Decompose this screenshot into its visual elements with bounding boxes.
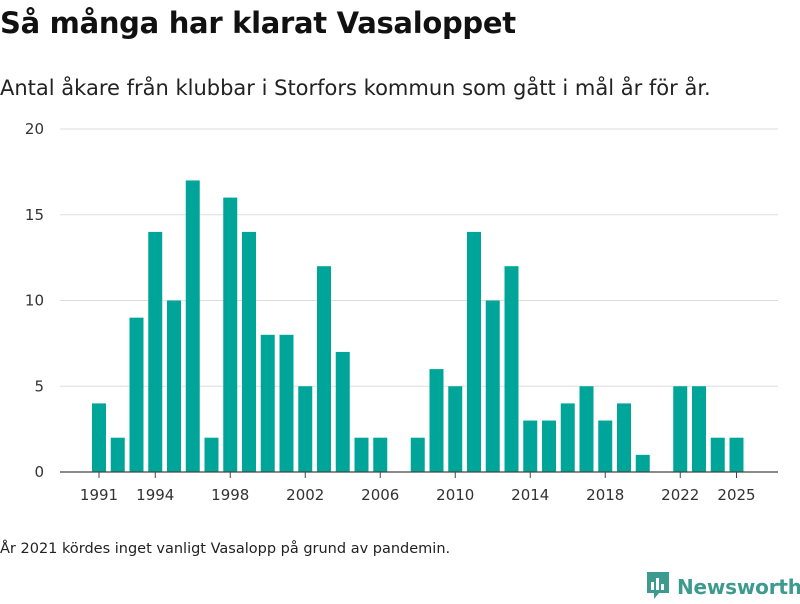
bar-1999[interactable] [242, 231, 256, 472]
chart-subtitle: Antal åkare från klubbar i Storfors komm… [0, 76, 711, 100]
y-tick-label: 5 [34, 377, 44, 395]
bar-2001[interactable] [279, 334, 294, 472]
y-tick-label: 20 [25, 120, 44, 138]
x-tick-label: 2002 [286, 486, 324, 504]
bar-2005[interactable] [354, 437, 369, 472]
bar-2003[interactable] [317, 266, 331, 472]
bar-2018[interactable] [598, 420, 613, 472]
bar-2008[interactable] [410, 437, 425, 472]
bar-2002[interactable] [298, 386, 313, 472]
bars [92, 180, 744, 472]
x-tick-label: 2018 [586, 486, 624, 504]
bar-2017[interactable] [579, 386, 594, 472]
bar-2006[interactable] [373, 437, 388, 472]
footnote: År 2021 kördes inget vanligt Vasalopp på… [0, 541, 451, 557]
bar-2000[interactable] [260, 334, 275, 472]
bar-1993[interactable] [129, 317, 144, 472]
x-tick-label: 2025 [717, 486, 755, 504]
bar-2024[interactable] [710, 437, 725, 472]
x-tick-label: 2006 [361, 486, 399, 504]
bar-2022[interactable] [673, 386, 688, 472]
bar-2014[interactable] [523, 420, 538, 472]
chart-title: Så många har klarat Vasaloppet [0, 6, 516, 40]
bar-1992[interactable] [110, 437, 125, 472]
bar-2020[interactable] [635, 454, 650, 472]
brand-name: Newsworthy [677, 575, 800, 599]
x-tick-label: 1991 [80, 486, 118, 504]
bar-2025[interactable] [729, 437, 744, 472]
bar-chart-logo-icon [645, 570, 671, 604]
bar-2011[interactable] [467, 231, 481, 472]
x-tick-label: 2022 [661, 486, 699, 504]
bar-2010[interactable] [448, 386, 463, 472]
bar-1995[interactable] [167, 300, 181, 473]
bar-1991[interactable] [92, 403, 106, 472]
bar-2013[interactable] [504, 266, 519, 472]
x-tick-label: 1998 [211, 486, 249, 504]
bar-2009[interactable] [429, 369, 444, 472]
y-tick-label: 10 [25, 292, 44, 310]
x-tick-label: 2014 [511, 486, 549, 504]
bar-1998[interactable] [223, 197, 238, 472]
bar-chart: 0 5 10 15 20 1991 1994 1998 2002 2006 2010 2014 201… [25, 120, 778, 504]
bar-2023[interactable] [692, 386, 706, 472]
bar-1994[interactable] [148, 231, 163, 472]
newsworthy-logo[interactable]: Newsworthy [645, 570, 800, 604]
bar-1996[interactable] [185, 180, 200, 472]
y-axis-ticks: 0 5 10 15 20 [25, 120, 44, 481]
x-tick-label: 2010 [436, 486, 474, 504]
bar-1997[interactable] [204, 437, 219, 472]
bar-2004[interactable] [335, 351, 350, 472]
bar-2015[interactable] [542, 420, 556, 472]
y-tick-label: 0 [34, 463, 44, 481]
y-tick-label: 15 [25, 206, 44, 224]
x-tick-label: 1994 [136, 486, 174, 504]
bar-2012[interactable] [485, 300, 500, 473]
x-axis-ticks: 1991 1994 1998 2002 2006 2010 2014 2018 2022 2025 [80, 472, 756, 504]
bar-2016[interactable] [560, 403, 575, 472]
bar-2019[interactable] [617, 403, 631, 472]
